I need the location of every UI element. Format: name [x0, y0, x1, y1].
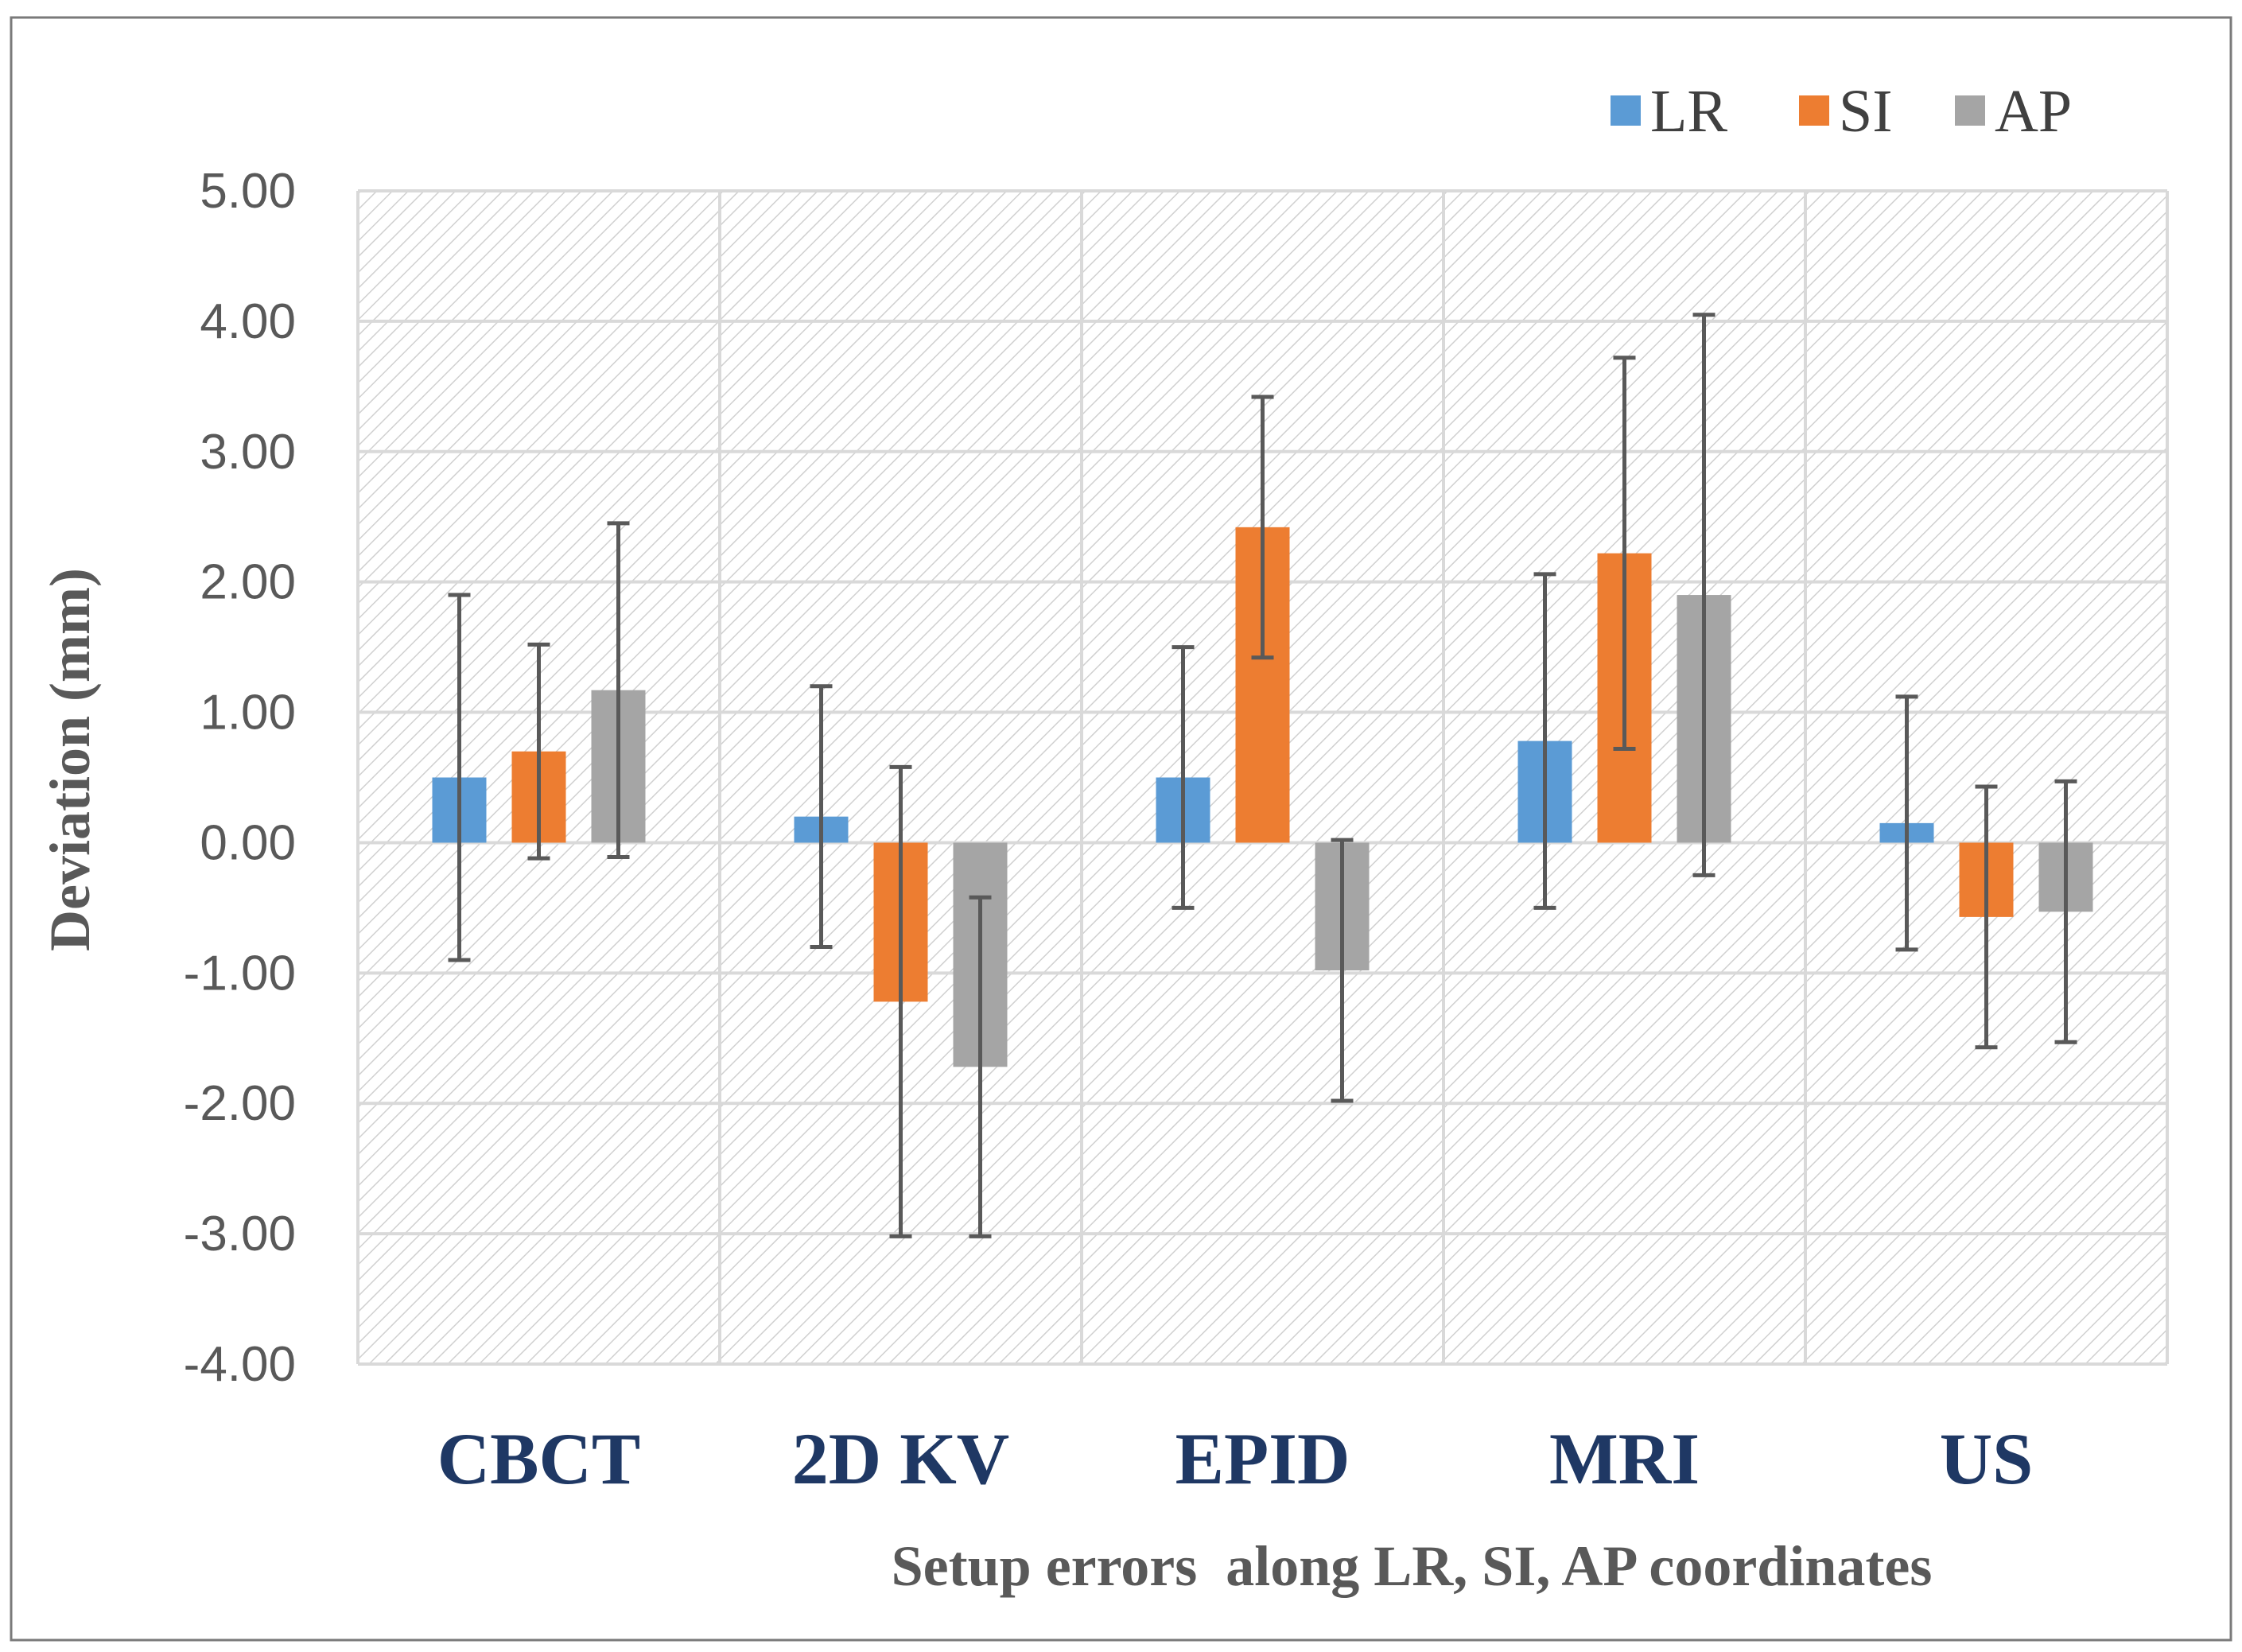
- y-axis-title: Deviation (mm): [38, 568, 102, 951]
- y-tick-label: -4.00: [184, 1337, 296, 1392]
- category-label: MRI: [1549, 1418, 1700, 1499]
- y-tick-label: 4.00: [200, 294, 296, 349]
- y-tick-label: -3.00: [184, 1207, 296, 1261]
- x-axis-categories: CBCT 2D KV EPID MRI US: [437, 1418, 2034, 1499]
- error-bars: [448, 313, 2077, 1238]
- category-label: 2D KV: [792, 1418, 1009, 1499]
- legend-swatch-si: [1799, 95, 1829, 126]
- legend-label-lr: LR: [1650, 78, 1727, 145]
- category-label: EPID: [1175, 1418, 1350, 1499]
- x-axis-title: Setup errors along LR, SI, AP coordinate…: [892, 1534, 1933, 1598]
- y-tick-label: 2.00: [200, 555, 296, 610]
- legend-label-si: SI: [1839, 78, 1893, 145]
- legend-swatch-lr: [1611, 95, 1641, 126]
- y-tick-label: 3.00: [200, 425, 296, 480]
- legend-label-ap: AP: [1995, 78, 2072, 145]
- legend-swatch-ap: [1955, 95, 1985, 126]
- category-label: CBCT: [437, 1418, 641, 1499]
- y-tick-label: 1.00: [200, 686, 296, 740]
- y-tick-label: -1.00: [184, 946, 296, 1001]
- y-tick-label: 0.00: [200, 815, 296, 870]
- y-tick-label: 5.00: [200, 164, 296, 219]
- y-axis-ticks: 5.00 4.00 3.00 2.00 1.00 0.00 -1.00 -2.00 -3.00 -…: [184, 164, 296, 1392]
- category-label: US: [1940, 1418, 2034, 1499]
- y-tick-label: -2.00: [184, 1076, 296, 1131]
- legend: LR SI AP: [1611, 78, 2072, 145]
